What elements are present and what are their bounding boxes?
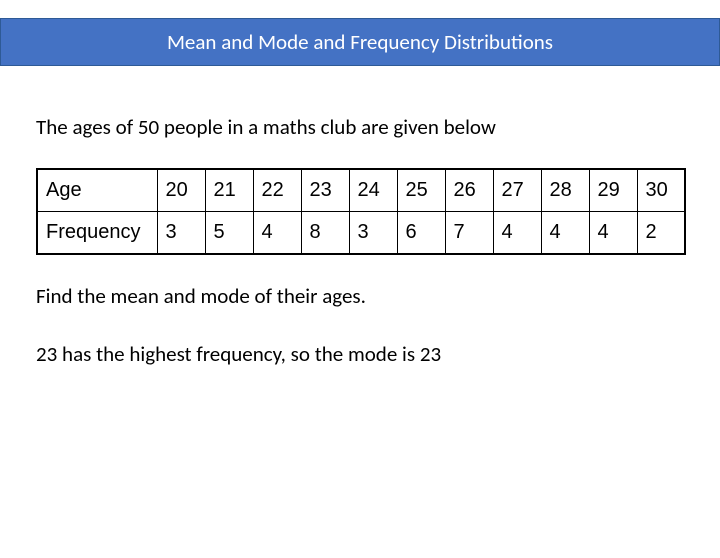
frequency-cell: 6 xyxy=(397,212,445,255)
slide-title-bar: Mean and Mode and Frequency Distribution… xyxy=(0,18,720,66)
age-cell: 24 xyxy=(349,169,397,212)
frequency-cell: 4 xyxy=(493,212,541,255)
slide-title: Mean and Mode and Frequency Distribution… xyxy=(167,29,553,55)
age-cell: 26 xyxy=(445,169,493,212)
frequency-cell: 3 xyxy=(157,212,205,255)
age-cell: 29 xyxy=(589,169,637,212)
age-cell: 30 xyxy=(637,169,685,212)
slide-content: The ages of 50 people in a maths club ar… xyxy=(0,114,720,367)
age-cell: 20 xyxy=(157,169,205,212)
intro-text: The ages of 50 people in a maths club ar… xyxy=(36,114,684,140)
frequency-cell: 4 xyxy=(589,212,637,255)
frequency-cell: 8 xyxy=(301,212,349,255)
frequency-cell: 7 xyxy=(445,212,493,255)
age-row-label: Age xyxy=(37,169,157,212)
frequency-cell: 4 xyxy=(253,212,301,255)
frequency-cell: 3 xyxy=(349,212,397,255)
age-cell: 25 xyxy=(397,169,445,212)
frequency-cell: 2 xyxy=(637,212,685,255)
frequency-cell: 5 xyxy=(205,212,253,255)
answer-text: 23 has the highest frequency, so the mod… xyxy=(36,341,684,367)
age-cell: 27 xyxy=(493,169,541,212)
age-cell: 23 xyxy=(301,169,349,212)
age-cell: 21 xyxy=(205,169,253,212)
frequency-cell: 4 xyxy=(541,212,589,255)
age-cell: 22 xyxy=(253,169,301,212)
table-row-age: Age 20 21 22 23 24 25 26 27 28 29 30 xyxy=(37,169,685,212)
table-row-frequency: Frequency 3 5 4 8 3 6 7 4 4 4 2 xyxy=(37,212,685,255)
question-text: Find the mean and mode of their ages. xyxy=(36,283,684,309)
frequency-table: Age 20 21 22 23 24 25 26 27 28 29 30 Fre… xyxy=(36,168,686,255)
age-cell: 28 xyxy=(541,169,589,212)
frequency-row-label: Frequency xyxy=(37,212,157,255)
